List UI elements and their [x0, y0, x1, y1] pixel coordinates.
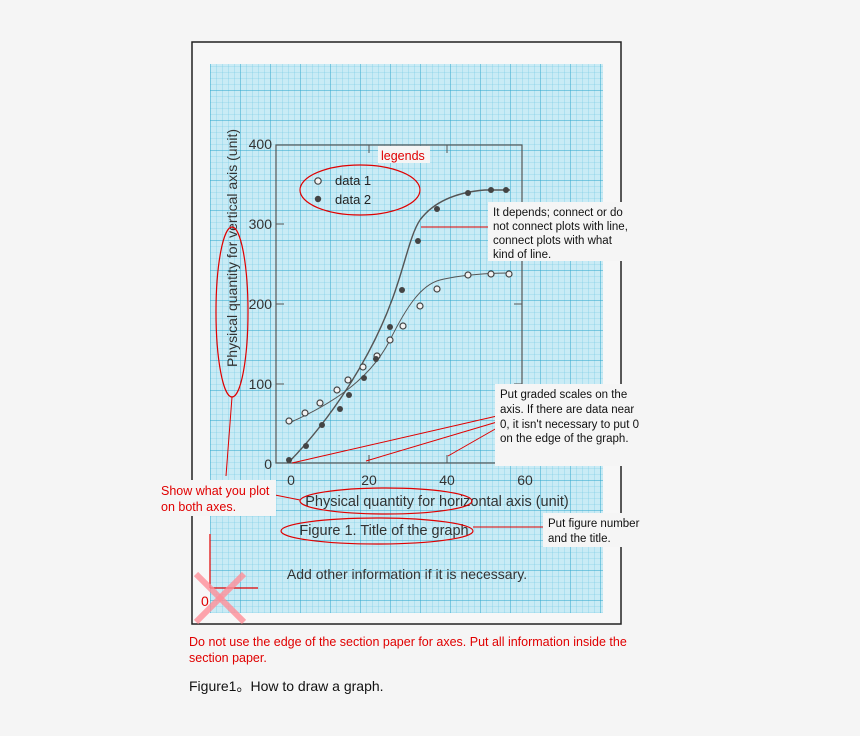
legend-data-2: data 2	[335, 192, 371, 207]
data-1-point	[416, 302, 424, 310]
title-highlight-ellipse	[280, 517, 474, 545]
data-2-point	[303, 443, 309, 449]
show-plot-note-box	[158, 480, 276, 516]
data-1-point	[433, 285, 441, 293]
y-tick-300: 300	[249, 216, 273, 232]
x-tick-0: 0	[287, 472, 295, 488]
figure-number-note-box	[543, 513, 698, 547]
x-tick-20: 20	[361, 472, 377, 488]
connect-note-box	[488, 202, 631, 261]
legends-label: legends	[381, 149, 425, 163]
data-2-point	[361, 375, 367, 381]
wrong-axes-example: 0	[193, 534, 258, 625]
data-2-point	[415, 238, 421, 244]
scales-note-line-3: 0, it isn't necessary to put 0	[500, 419, 639, 431]
y-tick-400: 400	[249, 136, 273, 152]
figure-title: Figure 1. Title of the graph	[299, 523, 468, 539]
data-2-point	[434, 206, 440, 212]
y-axis-label: Physical quantity for vertical axis (uni…	[224, 129, 240, 367]
data-2-point	[337, 406, 343, 412]
scales-note-line-1: Put graded scales on the	[500, 389, 627, 401]
data-1-point	[487, 270, 495, 278]
data-1-point	[386, 336, 394, 344]
figure-caption: Figure1。How to draw a graph.	[189, 678, 384, 694]
x-tick-60: 60	[517, 472, 533, 488]
connect-note-line-1: It depends; connect or do	[493, 207, 623, 219]
y-tick-200: 200	[249, 296, 273, 312]
legend-filled-marker	[314, 195, 322, 203]
data-2-point	[346, 392, 352, 398]
data-1-point	[333, 386, 341, 394]
x-axis-label: Physical quantity for horizontal axis (u…	[305, 494, 569, 510]
data-1-point	[344, 376, 352, 384]
figure-number-note-line-2: and the title.	[548, 533, 611, 545]
data-2-point	[373, 356, 379, 362]
show-plot-note-line-1: Show what you plot	[161, 484, 270, 498]
wrong-origin-label: 0	[201, 593, 209, 609]
connect-note-line-4: kind of line.	[493, 249, 551, 261]
data-2-point	[286, 457, 292, 463]
x-label-highlight-ellipse	[299, 487, 473, 515]
scales-note-line-4: on the edge of the graph.	[500, 433, 629, 445]
data-1-point	[285, 417, 293, 425]
x-tick-40: 40	[439, 472, 455, 488]
bottom-warning-note: Do not use the edge of the section paper…	[189, 635, 627, 665]
connect-note-line-3: connect plots with what	[493, 235, 613, 247]
legend-open-marker	[314, 177, 322, 185]
data-1-point	[464, 271, 472, 279]
data-2-point	[465, 190, 471, 196]
data-2-point	[387, 324, 393, 330]
legends-label-bg	[378, 146, 430, 163]
data-2-point	[319, 422, 325, 428]
data-1-point	[399, 322, 407, 330]
data-2-curve	[288, 189, 510, 463]
y-tick-0: 0	[264, 456, 272, 472]
figure-number-note-line-1: Put figure number	[548, 518, 640, 530]
data-1-point	[316, 399, 324, 407]
show-plot-note-line-2: on both axes.	[161, 500, 236, 514]
legend-data-1: data 1	[335, 173, 371, 188]
data-2-point	[488, 187, 494, 193]
data-1-point	[359, 363, 367, 371]
data-1-point	[505, 270, 513, 278]
scales-note-box	[495, 384, 647, 466]
y-tick-100: 100	[249, 376, 273, 392]
data-2-point	[503, 187, 509, 193]
legend-highlight-ellipse	[299, 164, 421, 216]
data-1-point	[301, 409, 309, 417]
connect-note-line-2: not connect plots with line,	[493, 221, 628, 233]
scales-note-line-2: axis. If there are data near	[500, 404, 634, 416]
data-2-point	[399, 287, 405, 293]
other-info-text: Add other information if it is necessary…	[287, 566, 527, 582]
